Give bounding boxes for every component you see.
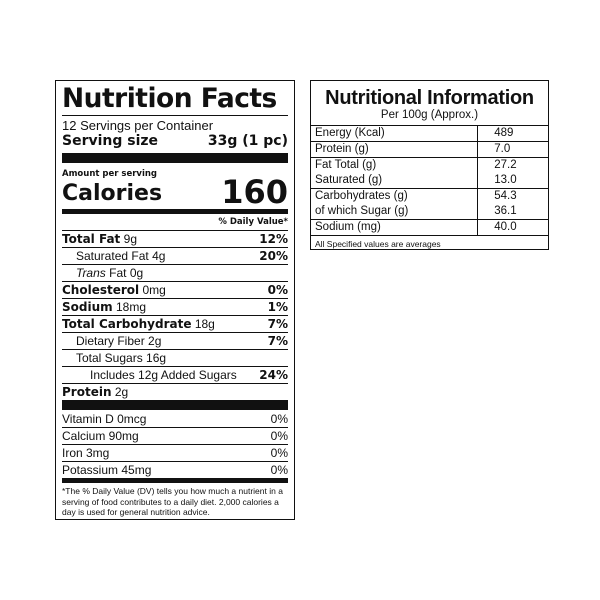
vitamin-row: Iron 3mg 0% — [62, 444, 288, 460]
info-row: Energy (Kcal) 489 — [311, 125, 548, 142]
info-row: Sodium (mg) 40.0 — [311, 219, 548, 235]
calories-row: Calories 160 — [62, 173, 288, 211]
info-title: Nutritional Information — [325, 87, 534, 109]
calories-label: Calories — [62, 181, 163, 206]
thick-divider — [62, 153, 288, 163]
info-footnote: All Specified values are averages — [311, 235, 548, 252]
nutrition-facts-label: Nutrition Facts 12 Servings per Containe… — [55, 80, 295, 520]
nutritional-information-table: Nutritional Information Per 100g (Approx… — [310, 80, 549, 250]
facts-title: Nutrition Facts — [62, 83, 277, 114]
amount-per-serving: Amount per serving — [62, 169, 158, 179]
nutrient-row-total-carbohydrate: Total Carbohydrate 18g 7% — [62, 315, 288, 331]
serving-size-label: Serving size — [62, 133, 159, 149]
thick-divider — [62, 400, 288, 410]
nutrient-row-dietary-fiber: Dietary Fiber 2g 7% — [62, 332, 288, 349]
vitamin-row: Potassium 45mg 0% — [62, 461, 288, 477]
nutrient-row-total-fat: Total Fat 9g 12% — [62, 230, 288, 246]
info-row: Saturated (g) 13.0 — [311, 173, 548, 189]
info-subtitle: Per 100g (Approx.) — [380, 109, 479, 121]
nutrient-row-sodium: Sodium 18mg 1% — [62, 298, 288, 314]
medium-divider — [62, 478, 288, 483]
vitamin-row: Vitamin D 0mcg 0% — [62, 411, 288, 426]
nutrient-row-trans-fat: Trans Fat 0g — [62, 264, 288, 281]
serving-size-value: 33g (1 pc) — [207, 133, 288, 149]
medium-divider — [62, 209, 288, 214]
calories-value: 160 — [221, 173, 288, 211]
vitamin-row: Calcium 90mg 0% — [62, 427, 288, 443]
nutrient-row-cholesterol: Cholesterol 0mg 0% — [62, 281, 288, 297]
servings-per-container: 12 Servings per Container — [62, 118, 214, 133]
daily-value-footnote: *The % Daily Value (DV) tells you how mu… — [62, 486, 283, 517]
info-row: Carbohydrates (g) 54.3 — [311, 188, 548, 204]
nutrient-row-added-sugars: Includes 12g Added Sugars 24% — [62, 366, 288, 383]
nutrient-row-protein: Protein 2g — [62, 383, 288, 400]
info-row: Fat Total (g) 27.2 — [311, 157, 548, 173]
nutrient-row-total-sugars: Total Sugars 16g — [62, 349, 288, 366]
info-row: Protein (g) 7.0 — [311, 141, 548, 158]
serving-size-row: Serving size 33g (1 pc) — [62, 133, 288, 149]
nutrient-row-saturated-fat: Saturated Fat 4g 20% — [62, 247, 288, 264]
daily-value-header: % Daily Value* — [218, 217, 288, 227]
info-row: of which Sugar (g) 36.1 — [311, 204, 548, 220]
